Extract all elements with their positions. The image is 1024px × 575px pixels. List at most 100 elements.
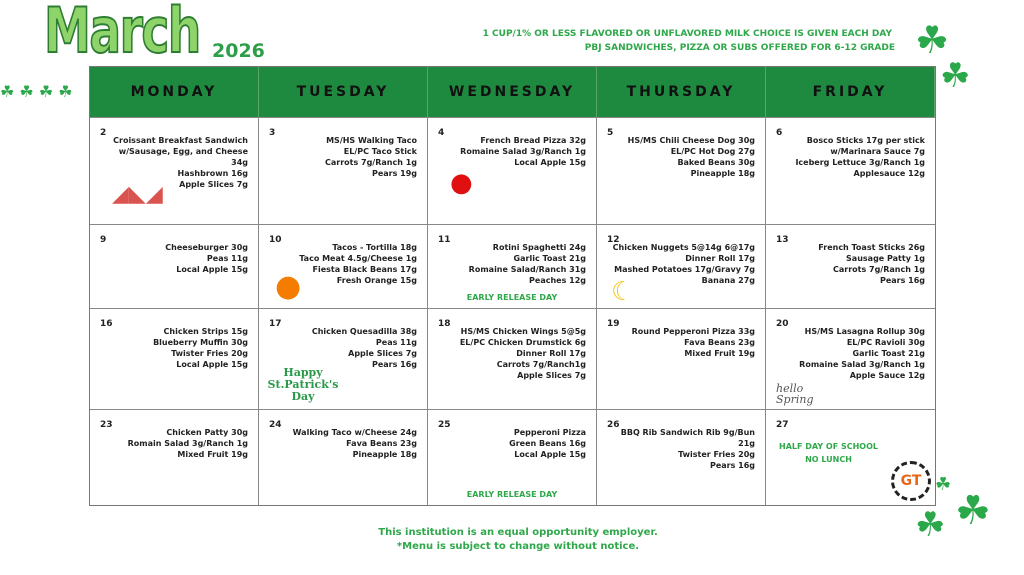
early-release-note: EARLY RELEASE DAY bbox=[466, 293, 558, 302]
day-number: 24 bbox=[269, 420, 282, 430]
menu-item: Carrots 7g/Ranch1g bbox=[496, 360, 586, 369]
day-number: 25 bbox=[438, 420, 451, 430]
menu-items: Round Pepperoni Pizza 33g Fava Beans 23g M… bbox=[607, 326, 755, 359]
day-cell: 25 Pepperoni Pizza Green Beans 16g Local Ap… bbox=[428, 409, 597, 505]
day-cell: 9 Cheeseburger 30g Peas 11g Local Apple 15g bbox=[90, 224, 259, 308]
menu-items: HS/MS Lasagna Rollup 30g EL/PC Ravioli 30… bbox=[776, 326, 925, 381]
day-cell: 17 Chicken Quesadilla 38g Peas 11g Apple Sl… bbox=[259, 308, 428, 409]
menu-item: Chicken Patty 30g bbox=[166, 428, 248, 437]
menu-item: Baked Beans 30g bbox=[677, 158, 755, 167]
menu-item: Romain Salad 3g/Ranch 1g bbox=[127, 439, 248, 448]
menu-items: Chicken Nuggets 5@14g 6@17g Dinner Roll 1… bbox=[607, 242, 755, 286]
icon-text: Spring bbox=[776, 393, 814, 406]
menu-items: Rotini Spaghetti 24g Garlic Toast 21g Roma… bbox=[438, 242, 586, 286]
menu-items: BBQ Rib Sandwich Rib 9g/Bun 21g Twister F… bbox=[607, 427, 755, 471]
month-title: March bbox=[43, 0, 202, 67]
day-number: 4 bbox=[438, 128, 445, 138]
menu-item: Cheeseburger 30g bbox=[165, 243, 248, 252]
menu-item: EL/PC Hot Dog 27g bbox=[670, 147, 755, 156]
menu-item: Round Pepperoni Pizza 33g bbox=[631, 327, 755, 336]
weekday-header: MONDAY bbox=[90, 67, 259, 117]
icon-text: St.Patrick's bbox=[267, 378, 339, 391]
apple-slices-icon: ◢◣◢ bbox=[112, 182, 163, 207]
menu-items: Chicken Strips 15g Blueberry Muffin 30g Tw… bbox=[100, 326, 248, 370]
day-number: 26 bbox=[607, 420, 620, 430]
menu-item: Chicken Quesadilla 38g bbox=[311, 327, 417, 336]
year-label: 2026 bbox=[212, 40, 265, 62]
icon-text: GT bbox=[900, 473, 922, 489]
day-number: 17 bbox=[269, 319, 282, 329]
day-cell: 2 Croissant Breakfast Sandwich w/Sausage, … bbox=[90, 117, 259, 224]
menu-item: Pepperoni Pizza bbox=[513, 428, 586, 437]
menu-item: Apple Slices 7g bbox=[517, 371, 586, 380]
half-day-note: HALF DAY OF SCHOOL NO LUNCH bbox=[766, 440, 891, 466]
day-cell: 4 French Bread Pizza 32g Romaine Salad 3g/… bbox=[428, 117, 597, 224]
menu-item: Fresh Orange 15g bbox=[336, 276, 417, 285]
day-number: 3 bbox=[269, 128, 276, 138]
menu-item: Chicken Strips 15g bbox=[163, 327, 248, 336]
st-patricks-day-icon: Happy St.Patrick's Day bbox=[263, 367, 343, 403]
menu-item: Hashbrown 16g bbox=[177, 169, 248, 178]
menu-items: Cheeseburger 30g Peas 11g Local Apple 15g bbox=[100, 242, 248, 275]
menu-items: Tacos - Tortilla 18g Taco Meat 4.5g/Chees… bbox=[269, 242, 417, 286]
menu-item: Romaine Salad 3g/Ranch 1g bbox=[460, 147, 586, 156]
day-number: 9 bbox=[100, 235, 107, 245]
menu-item: Mixed Fruit 19g bbox=[684, 349, 755, 358]
menu-notes: 1 CUP/1% OR LESS FLAVORED OR UNFLAVORED … bbox=[483, 27, 895, 55]
day-number: 16 bbox=[100, 319, 113, 329]
menu-item: French Bread Pizza 32g bbox=[480, 136, 586, 145]
menu-items: Bosco Sticks 17g per stick w/Marinara Sau… bbox=[776, 135, 925, 179]
menu-item: Carrots 7g/Ranch 1g bbox=[832, 265, 925, 274]
day-number: 13 bbox=[776, 235, 789, 245]
menu-items: Walking Taco w/Cheese 24g Fava Beans 23g P… bbox=[269, 427, 417, 460]
menu-item: Fava Beans 23g bbox=[346, 439, 417, 448]
early-release-note: EARLY RELEASE DAY bbox=[466, 490, 558, 499]
menu-item: Fava Beans 23g bbox=[684, 338, 755, 347]
day-cell: 5 HS/MS Chili Cheese Dog 30g EL/PC Hot Dog… bbox=[597, 117, 766, 224]
menu-item: Peas 11g bbox=[206, 254, 248, 263]
menu-item: Pears 16g bbox=[371, 360, 417, 369]
menu-item: HS/MS Lasagna Rollup 30g bbox=[804, 327, 925, 336]
menu-items: Chicken Patty 30g Romain Salad 3g/Ranch 1… bbox=[100, 427, 248, 460]
menu-item: Mixed Fruit 19g bbox=[177, 450, 248, 459]
menu-item: Romaine Salad 3g/Ranch 1g bbox=[799, 360, 925, 369]
menu-item: MS/HS Walking Taco bbox=[326, 136, 417, 145]
menu-items: HS/MS Chili Cheese Dog 30g EL/PC Hot Dog … bbox=[607, 135, 755, 179]
weekday-header: FRIDAY bbox=[766, 67, 935, 117]
menu-item: Garlic Toast 21g bbox=[513, 254, 586, 263]
weekday-header: WEDNESDAY bbox=[428, 67, 597, 117]
menu-item: Twister Fries 20g bbox=[171, 349, 248, 358]
menu-item: Banana 27g bbox=[701, 276, 755, 285]
day-cell: 16 Chicken Strips 15g Blueberry Muffin 30g… bbox=[90, 308, 259, 409]
day-number: 19 bbox=[607, 319, 620, 329]
hello-spring-icon: hello Spring bbox=[776, 383, 813, 405]
day-number: 20 bbox=[776, 319, 789, 329]
menu-items: MS/HS Walking Taco EL/PC Taco Stick Carrot… bbox=[269, 135, 417, 179]
menu-item: Romaine Salad/Ranch 31g bbox=[468, 265, 586, 274]
day-number: 23 bbox=[100, 420, 113, 430]
orange-icon: ● bbox=[275, 269, 302, 304]
shamrock-icon: ☘ bbox=[935, 474, 952, 495]
school-logo-icon: GT bbox=[891, 461, 931, 501]
day-number: 27 bbox=[776, 420, 789, 430]
shamrock-icon: ☘ bbox=[915, 505, 946, 545]
menu-items: French Toast Sticks 26g Sausage Patty 1g C… bbox=[776, 242, 925, 286]
menu-item: Iceberg Lettuce 3g/Ranch 1g bbox=[795, 158, 925, 167]
menu-item: Local Apple 15g bbox=[514, 450, 586, 459]
menu-item: Sausage Patty 1g bbox=[846, 254, 925, 263]
menu-item: Croissant Breakfast Sandwich bbox=[113, 136, 248, 145]
note-line: HALF DAY OF SCHOOL bbox=[779, 442, 878, 451]
menu-item: Taco Meat 4.5g/Cheese 1g bbox=[299, 254, 417, 263]
weekday-header: TUESDAY bbox=[259, 67, 428, 117]
menu-item: Bosco Sticks 17g per stick bbox=[806, 136, 925, 145]
menu-item: Blueberry Muffin 30g bbox=[153, 338, 248, 347]
menu-item: Apple Sauce 12g bbox=[849, 371, 925, 380]
menu-item: Tacos - Tortilla 18g bbox=[332, 243, 417, 252]
menu-item: Pears 16g bbox=[709, 461, 755, 470]
day-number: 11 bbox=[438, 235, 451, 245]
icon-text: Happy bbox=[283, 366, 323, 379]
menu-item: Applesauce 12g bbox=[853, 169, 925, 178]
day-cell: 19 Round Pepperoni Pizza 33g Fava Beans 23… bbox=[597, 308, 766, 409]
day-cell: 26 BBQ Rib Sandwich Rib 9g/Bun 21g Twister… bbox=[597, 409, 766, 505]
apple-icon: ● bbox=[450, 168, 473, 198]
